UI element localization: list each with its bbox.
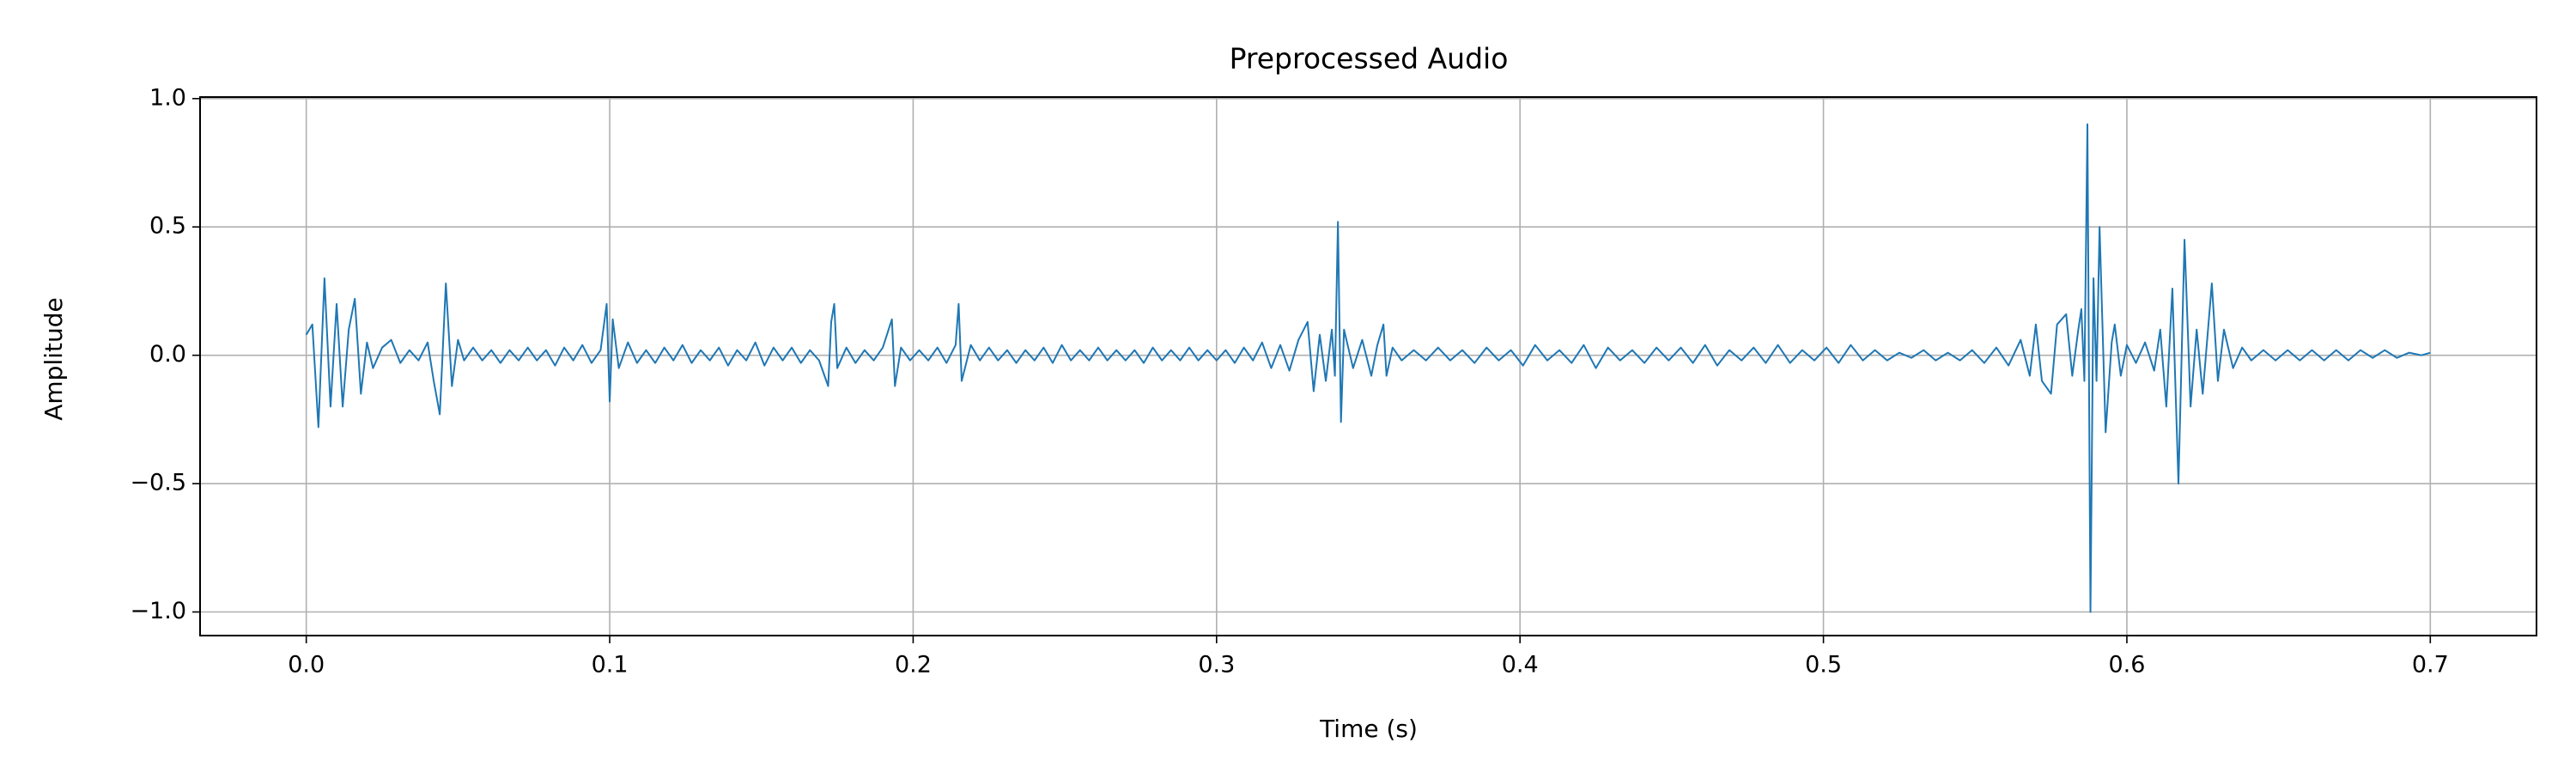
x-tick-label: 0.7	[2412, 652, 2449, 679]
x-tick-label: 0.1	[592, 652, 629, 679]
x-axis-label: Time (s)	[1319, 715, 1418, 743]
x-tick-label: 0.0	[288, 652, 325, 679]
x-tick-label: 0.5	[1805, 652, 1842, 679]
y-axis-label: Amplitude	[39, 297, 68, 421]
x-tick-label: 0.2	[895, 652, 932, 679]
x-tick-label: 0.6	[2108, 652, 2145, 679]
x-tick-label: 0.3	[1198, 652, 1235, 679]
y-tick-label: 0.5	[149, 213, 186, 240]
y-tick-label: 0.0	[149, 341, 186, 368]
chart-title: Preprocessed Audio	[1230, 42, 1509, 76]
x-tick-label: 0.4	[1502, 652, 1539, 679]
axes-frame	[199, 96, 2537, 636]
ticks: 0.0 0.1 0.2 0.3 0.4 0.5 0.6 0.7 −1.0 −0.5 0.0 0.5 1.…	[130, 84, 2448, 678]
grid	[200, 97, 2537, 636]
y-tick-label: −0.5	[130, 470, 186, 496]
plot-area	[305, 123, 2431, 613]
y-tick-label: −1.0	[130, 598, 186, 624]
y-tick-label: 1.0	[149, 84, 186, 111]
waveform-line	[305, 123, 2431, 613]
